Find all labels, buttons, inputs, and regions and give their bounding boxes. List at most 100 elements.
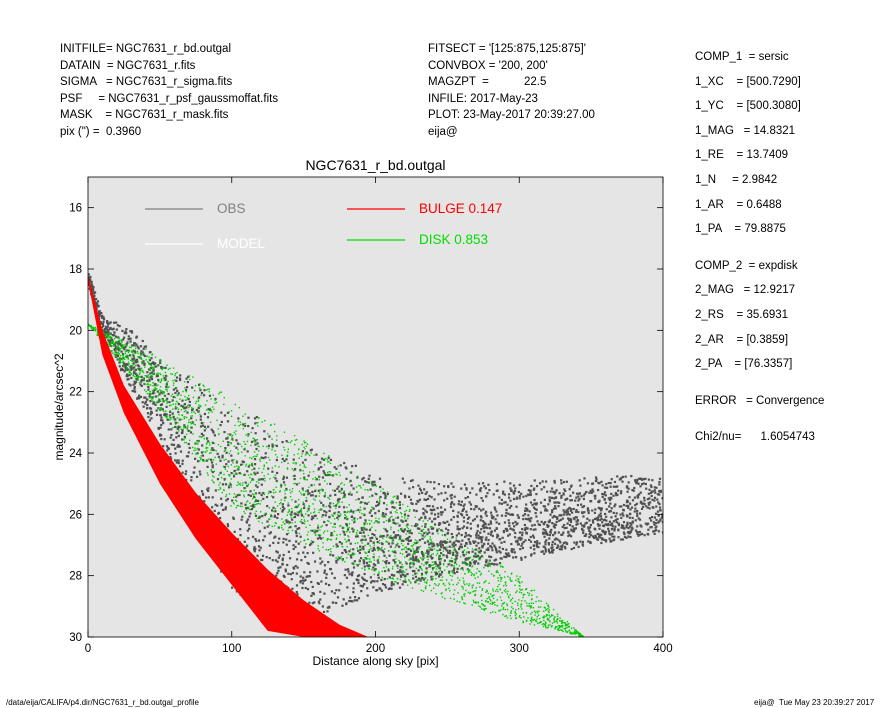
data-point <box>569 518 573 522</box>
data-point <box>620 505 623 508</box>
data-point <box>245 490 247 492</box>
data-point <box>165 445 169 448</box>
data-point <box>474 540 477 543</box>
data-point <box>365 521 367 523</box>
data-point <box>338 589 341 592</box>
data-point <box>123 370 126 373</box>
data-point <box>399 569 402 572</box>
data-point <box>219 486 221 489</box>
data-point <box>185 442 188 444</box>
data-point <box>450 532 453 536</box>
data-point <box>416 548 419 551</box>
data-point <box>611 532 614 535</box>
data-point <box>228 493 231 495</box>
data-point <box>137 352 139 355</box>
data-point <box>484 608 486 610</box>
data-point <box>265 556 268 559</box>
data-point <box>348 550 351 553</box>
data-point <box>153 392 156 395</box>
data-point <box>393 506 396 509</box>
data-point <box>151 398 153 401</box>
data-point <box>636 514 639 517</box>
data-point <box>478 556 480 558</box>
data-point <box>369 558 371 560</box>
data-point <box>569 509 572 512</box>
data-point <box>430 575 433 578</box>
data-point <box>140 350 143 353</box>
data-point <box>267 444 271 447</box>
data-point <box>210 461 214 464</box>
data-point <box>345 576 349 579</box>
data-point <box>588 536 591 539</box>
data-point <box>351 465 354 468</box>
data-point <box>481 588 484 590</box>
data-point <box>172 415 175 419</box>
data-point <box>440 513 443 516</box>
data-point <box>554 531 557 534</box>
data-point <box>145 390 147 393</box>
data-point <box>565 509 568 512</box>
data-point <box>510 611 512 614</box>
data-point <box>360 540 362 542</box>
data-point <box>119 358 122 360</box>
data-point <box>319 534 322 537</box>
data-point <box>228 474 231 476</box>
data-point <box>487 563 490 565</box>
data-point <box>247 484 249 487</box>
data-point <box>230 415 233 418</box>
data-point <box>374 564 377 567</box>
data-point <box>540 621 542 623</box>
data-point <box>249 481 252 483</box>
data-point <box>654 522 658 525</box>
data-point <box>323 464 326 466</box>
data-point <box>234 424 236 427</box>
data-point <box>629 502 632 505</box>
data-point <box>543 535 546 538</box>
data-point <box>628 496 631 499</box>
data-point <box>224 446 227 450</box>
data-point <box>129 337 132 340</box>
data-point <box>328 548 330 551</box>
data-point <box>176 407 178 409</box>
data-point <box>412 486 415 489</box>
data-point <box>118 337 120 340</box>
data-point <box>150 357 153 360</box>
data-point <box>582 635 584 637</box>
data-point <box>368 549 371 551</box>
data-point <box>438 573 442 576</box>
data-point <box>323 530 326 533</box>
data-point <box>178 413 180 416</box>
data-point <box>377 573 380 577</box>
data-point <box>477 602 479 604</box>
data-point <box>616 518 619 521</box>
data-point <box>478 582 481 584</box>
data-point <box>141 361 143 363</box>
data-point <box>442 547 446 550</box>
data-point <box>350 554 353 556</box>
data-point <box>149 362 152 366</box>
param-line: 1_YC = [500.3080] <box>695 100 801 113</box>
data-point <box>167 446 170 450</box>
data-point <box>199 415 203 418</box>
data-point <box>326 606 329 609</box>
data-point <box>411 557 413 559</box>
data-point <box>362 484 365 486</box>
data-point <box>191 415 194 417</box>
data-point <box>285 543 288 546</box>
data-point <box>172 384 175 386</box>
data-point <box>659 509 662 512</box>
data-point <box>536 520 539 523</box>
data-point <box>240 423 242 426</box>
data-point <box>598 514 601 517</box>
data-point <box>449 540 452 543</box>
data-point <box>424 492 427 496</box>
data-point <box>431 527 434 530</box>
data-point <box>317 467 321 470</box>
data-point <box>530 602 533 604</box>
data-point <box>198 470 201 473</box>
data-point <box>362 559 365 562</box>
data-point <box>329 568 332 571</box>
data-point <box>439 541 442 544</box>
data-point <box>436 566 439 568</box>
data-point <box>295 505 298 509</box>
